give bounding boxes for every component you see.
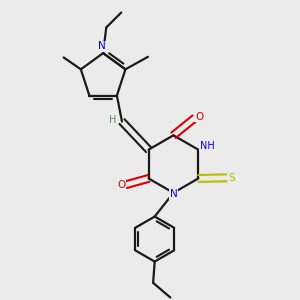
Text: O: O xyxy=(118,180,126,190)
Text: N: N xyxy=(98,41,105,51)
Text: NH: NH xyxy=(200,141,214,151)
Text: S: S xyxy=(229,173,235,183)
Text: N: N xyxy=(169,189,177,200)
Text: O: O xyxy=(195,112,203,122)
Text: H: H xyxy=(109,115,116,125)
